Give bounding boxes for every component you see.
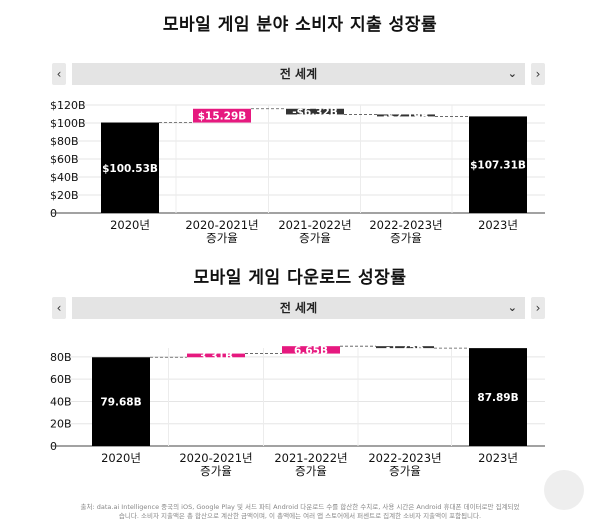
bar xyxy=(187,353,245,358)
footnote-line-2: 습니다. 소비자 지출액은 총 합산으로 계산한 금액이며, 이 총액에는 여러… xyxy=(118,512,482,520)
y-tick-label: 60B xyxy=(50,373,72,386)
bar xyxy=(469,116,527,213)
x-category-label: 2021-2022년 xyxy=(278,218,351,232)
y-tick-label: $40B xyxy=(50,171,79,184)
y-tick-label: $120B xyxy=(50,99,86,112)
bar xyxy=(469,348,527,446)
footnote-line-1: 출처: data.ai Intelligence 중국의 iOS, Google… xyxy=(80,503,520,511)
y-tick-label: $60B xyxy=(50,153,79,166)
region-selector-1: ‹ 전 세계 ⌄ › xyxy=(52,63,545,85)
x-category-label: 증가율 xyxy=(299,231,331,245)
x-category-label: 증가율 xyxy=(390,231,422,245)
bar-value-label: $15.29B xyxy=(198,111,247,123)
x-category-label: 2022-2023년 xyxy=(368,451,441,465)
x-category-label: 증가율 xyxy=(389,464,421,478)
x-category-label: 2022-2023년 xyxy=(369,218,442,232)
next-region-button[interactable]: › xyxy=(531,63,545,85)
x-category-label: 2020년 xyxy=(110,218,150,232)
bar-value-label: 79.68B xyxy=(100,397,141,409)
bar xyxy=(286,108,344,115)
x-category-label: 2020-2021년 xyxy=(185,218,258,232)
bar xyxy=(101,122,159,213)
region-dropdown-value: 전 세계 xyxy=(279,301,318,315)
spending-waterfall-chart: 0$20B$40B$60B$80B$100B$120B$100.53B$15.2… xyxy=(50,99,545,245)
chevron-down-icon: ⌄ xyxy=(507,67,517,80)
bar xyxy=(376,346,434,349)
chart-2-title: 모바일 게임 다운로드 성장률 xyxy=(193,268,407,288)
y-tick-label: $20B xyxy=(50,189,79,202)
chevron-down-icon: ⌄ xyxy=(507,301,517,314)
y-tick-label: $80B xyxy=(50,135,79,148)
prev-region-button[interactable]: ‹ xyxy=(52,63,66,85)
x-category-label: 2020-2021년 xyxy=(179,451,252,465)
chart-1-title: 모바일 게임 분야 소비자 지출 성장률 xyxy=(162,15,438,35)
y-tick-label: 80B xyxy=(50,351,72,364)
bar-value-label: 3.31B xyxy=(199,350,233,362)
x-category-label: 증가율 xyxy=(206,231,238,245)
bar xyxy=(377,114,435,117)
region-dropdown[interactable]: 전 세계 ⌄ xyxy=(72,297,525,319)
bar xyxy=(282,346,340,354)
bar-value-label: 6.65B xyxy=(294,345,328,357)
y-tick-label: 40B xyxy=(50,395,72,408)
x-category-label: 2021-2022년 xyxy=(274,451,347,465)
x-category-label: 2020년 xyxy=(101,451,141,465)
bar-value-label: 87.89B xyxy=(477,392,518,404)
bar-value-label: -$2.19B xyxy=(383,110,429,122)
bar-value-label: $107.31B xyxy=(470,160,526,172)
watermark-logo xyxy=(544,470,584,510)
bar-value-label: $100.53B xyxy=(102,163,158,175)
bar-value-label: -1.75B xyxy=(386,342,424,354)
x-category-label: 증가율 xyxy=(200,464,232,478)
y-tick-label: $100B xyxy=(50,117,86,130)
x-category-label: 2023년 xyxy=(478,451,518,465)
region-selector-2: ‹ 전 세계 ⌄ › xyxy=(52,297,545,319)
x-category-label: 증가율 xyxy=(295,464,327,478)
region-dropdown-value: 전 세계 xyxy=(279,67,318,81)
region-dropdown[interactable]: 전 세계 ⌄ xyxy=(72,63,525,85)
downloads-waterfall-chart: 020B40B60B80B79.68B3.31B6.65B-1.75B87.89… xyxy=(50,342,545,478)
x-category-label: 2023년 xyxy=(478,218,518,232)
next-region-button[interactable]: › xyxy=(531,297,545,319)
bar-value-label: -$6.32B xyxy=(292,107,338,119)
y-tick-label: 20B xyxy=(50,418,72,431)
bar xyxy=(92,357,150,446)
bar xyxy=(193,108,251,123)
source-footnote: 출처: data.ai Intelligence 중국의 iOS, Google… xyxy=(0,503,600,521)
prev-region-button[interactable]: ‹ xyxy=(52,297,66,319)
